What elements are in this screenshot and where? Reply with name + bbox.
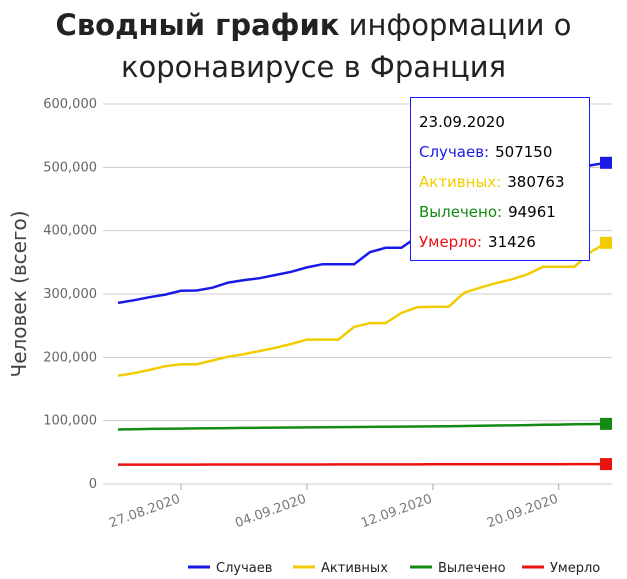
tooltip-date: 23.09.2020 <box>419 113 505 131</box>
y-tick-label: 500,000 <box>43 160 97 175</box>
x-tick-label: 04.09.2020 <box>233 492 308 532</box>
series-line-Активных <box>117 241 607 377</box>
series-lines <box>117 161 607 466</box>
series-marker-Случаев <box>600 156 612 169</box>
tooltip-recovered-label: Вылечено: <box>419 203 503 221</box>
chart-title-rest: информации о <box>348 8 572 42</box>
tooltip-cases-label: Случаев: <box>419 143 490 161</box>
legend-label: Активных <box>321 561 388 576</box>
tooltip-row-deaths: Умерло: 31426 <box>419 232 589 262</box>
chart-title: Сводный график информации о коронавирусе… <box>0 4 627 88</box>
y-tick-label: 400,000 <box>43 224 97 239</box>
legend-item[interactable]: Активных <box>293 561 388 576</box>
legend-label: Умерло <box>550 561 600 576</box>
x-tick-label: 20.09.2020 <box>485 492 560 532</box>
series-end-markers <box>600 156 612 471</box>
x-axis-ticks: 27.08.2020 04.09.2020 12.09.2020 20.09.2020 <box>107 484 560 531</box>
legend-label: Вылечено <box>438 561 506 576</box>
y-axis-ticks: 600,000 500,000 400,000 300,000 200,000 100,0… <box>43 97 97 492</box>
chart-title-line2: коронавирусе в Франция <box>120 50 507 84</box>
tooltip-active-label: Активных: <box>419 173 502 191</box>
series-marker-Умерло <box>600 458 612 471</box>
y-tick-label: 200,000 <box>43 350 97 365</box>
legend-item[interactable]: Вылечено <box>410 561 506 576</box>
y-tick-label: 300,000 <box>43 287 97 302</box>
chart-title-bold: Сводный график <box>55 8 340 42</box>
tooltip-deaths-value: 31426 <box>488 233 536 251</box>
tooltip-deaths-label: Умерло: <box>419 233 483 251</box>
x-tick-label: 27.08.2020 <box>107 492 182 532</box>
y-axis-label: Человек (всего) <box>7 210 31 377</box>
legend-item[interactable]: Умерло <box>522 561 600 576</box>
tooltip-row-recovered: Вылечено: 94961 <box>419 202 589 232</box>
series-marker-Вылечено <box>600 417 612 430</box>
series-marker-Активных <box>600 236 612 249</box>
tooltip: 23.09.2020 Случаев: 507150 Активных: 38076… <box>410 97 590 261</box>
x-tick-label: 12.09.2020 <box>359 492 434 532</box>
y-tick-label: 0 <box>89 477 97 492</box>
series-line-Вылечено <box>117 422 607 431</box>
y-tick-label: 100,000 <box>43 414 97 429</box>
tooltip-row-active: Активных: 380763 <box>419 172 589 202</box>
legend-label: Случаев <box>216 561 272 576</box>
y-tick-label: 600,000 <box>43 97 97 112</box>
legend[interactable]: Случаев Активных Вылечено Умерло <box>188 561 600 576</box>
series-line-Умерло <box>118 462 606 466</box>
tooltip-active-value: 380763 <box>507 173 565 191</box>
tooltip-recovered-value: 94961 <box>508 203 556 221</box>
legend-item[interactable]: Случаев <box>188 561 272 576</box>
tooltip-row-cases: Случаев: 507150 <box>419 142 589 172</box>
tooltip-cases-value: 507150 <box>495 143 553 161</box>
